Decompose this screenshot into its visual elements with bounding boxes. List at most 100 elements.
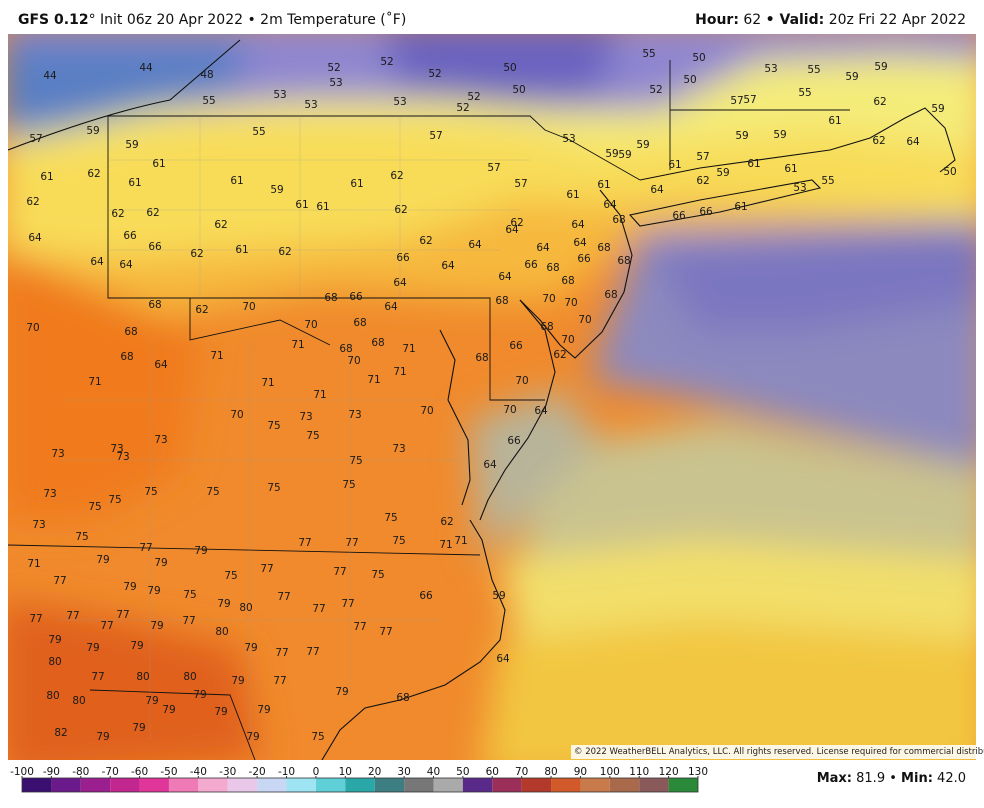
station-temp: 79 [193, 689, 206, 701]
station-temp: 66 [123, 230, 137, 242]
station-temp: 64 [534, 405, 548, 417]
station-temp: 68 [120, 351, 133, 363]
colorbar-label: 120 [659, 766, 679, 778]
colorbar-label: 130 [688, 766, 708, 778]
colorbar-label: 80 [544, 766, 557, 778]
station-temp: 73 [348, 409, 361, 421]
station-temp: 75 [144, 486, 157, 498]
station-temp: 68 [371, 337, 384, 349]
station-temp: 62 [873, 96, 886, 108]
colorbar-label: -40 [190, 766, 207, 778]
station-temp: 68 [561, 275, 574, 287]
station-temp: 77 [100, 620, 113, 632]
colorbar-label: -60 [131, 766, 148, 778]
station-temp: 62 [26, 196, 39, 208]
station-temp: 59 [773, 129, 786, 141]
station-temp: 77 [306, 646, 319, 658]
colorbar-bin [110, 778, 140, 792]
station-temp: 62 [419, 235, 432, 247]
station-temp: 64 [650, 184, 664, 196]
station-temp: 64 [468, 239, 482, 251]
header-right: Hour: 62 • Valid: 20z Fri 22 Apr 2022 [695, 12, 966, 28]
station-temp: 70 [304, 319, 317, 331]
station-temp: 53 [304, 99, 317, 111]
colorbar-bin [580, 778, 610, 792]
colorbar-bin [22, 778, 52, 792]
station-temp: 80 [46, 690, 59, 702]
station-temp: 75 [311, 731, 324, 743]
station-temp: 77 [182, 615, 195, 627]
station-temp: 80 [183, 671, 196, 683]
copyright: © 2022 WeatherBELL Analytics, LLC. All r… [571, 745, 984, 759]
station-temp: 79 [150, 620, 163, 632]
station-temp: 79 [214, 706, 227, 718]
station-temp: 73 [154, 434, 167, 446]
colorbar-bin [257, 778, 287, 792]
station-temp: 77 [341, 598, 354, 610]
station-temp: 80 [215, 626, 228, 638]
station-temp: 77 [298, 537, 311, 549]
station-temp: 66 [524, 259, 538, 271]
station-temp: 75 [342, 479, 355, 491]
colorbar-bin [51, 778, 81, 792]
station-temp: 62 [390, 170, 403, 182]
station-temp: 70 [578, 314, 591, 326]
station-temp: 61 [295, 199, 308, 211]
station-temp: 70 [564, 297, 577, 309]
station-temp: 52 [327, 62, 340, 74]
station-temp: 68 [540, 321, 553, 333]
station-temp: 71 [439, 539, 452, 551]
max-min: Max: 81.9 • Min: 42.0 [817, 771, 966, 786]
station-temp: 59 [270, 184, 283, 196]
colorbar-label: -70 [102, 766, 119, 778]
station-temp: 55 [202, 95, 215, 107]
station-temp: 79 [96, 554, 109, 566]
station-temp: 64 [573, 237, 587, 249]
station-temp: 64 [498, 271, 512, 283]
station-temp: 52 [456, 102, 469, 114]
station-temp: 52 [428, 68, 441, 80]
station-temp: 80 [72, 695, 85, 707]
station-temp: 79 [231, 675, 244, 687]
station-temp: 62 [111, 208, 124, 220]
station-temp: 70 [230, 409, 243, 421]
station-temp: 59 [845, 71, 858, 83]
colorbar-bin [227, 778, 258, 792]
station-temp: 64 [90, 256, 104, 268]
station-temp: 75 [224, 570, 237, 582]
station-temp: 55 [807, 64, 820, 76]
colorbar-label: 0 [313, 766, 320, 778]
station-temp: 71 [454, 535, 467, 547]
station-temp: 57 [29, 133, 42, 145]
station-temp: 62 [394, 204, 407, 216]
station-temp: 62 [553, 349, 566, 361]
station-temp: 64 [393, 277, 407, 289]
station-temp: 77 [333, 566, 346, 578]
station-temp: 79 [154, 557, 167, 569]
station-temp: 61 [230, 175, 243, 187]
station-temp: 68 [353, 317, 366, 329]
station-temp: 75 [306, 430, 319, 442]
station-temp: 59 [125, 139, 138, 151]
station-temp: 75 [88, 501, 101, 513]
colorbar-bin [80, 778, 111, 792]
station-temp: 68 [475, 352, 488, 364]
colorbar-label: 100 [600, 766, 620, 778]
station-temp: 44 [43, 70, 57, 82]
colorbar-bin [315, 778, 346, 792]
station-temp: 66 [419, 590, 433, 602]
station-temp: 77 [353, 621, 366, 633]
station-temp: 52 [467, 91, 480, 103]
colorbar-bin [139, 778, 169, 792]
station-temp: 53 [329, 77, 342, 89]
colorbar-label: -20 [249, 766, 266, 778]
station-temp: 59 [618, 149, 631, 161]
station-temp: 68 [597, 242, 610, 254]
station-temp: 82 [54, 727, 67, 739]
station-temp: 68 [617, 255, 630, 267]
colorbar-bin [609, 778, 640, 792]
station-temp: 73 [32, 519, 45, 531]
station-temp: 66 [672, 210, 686, 222]
station-temp: 75 [384, 512, 397, 524]
colorbar-label: -100 [10, 766, 34, 778]
